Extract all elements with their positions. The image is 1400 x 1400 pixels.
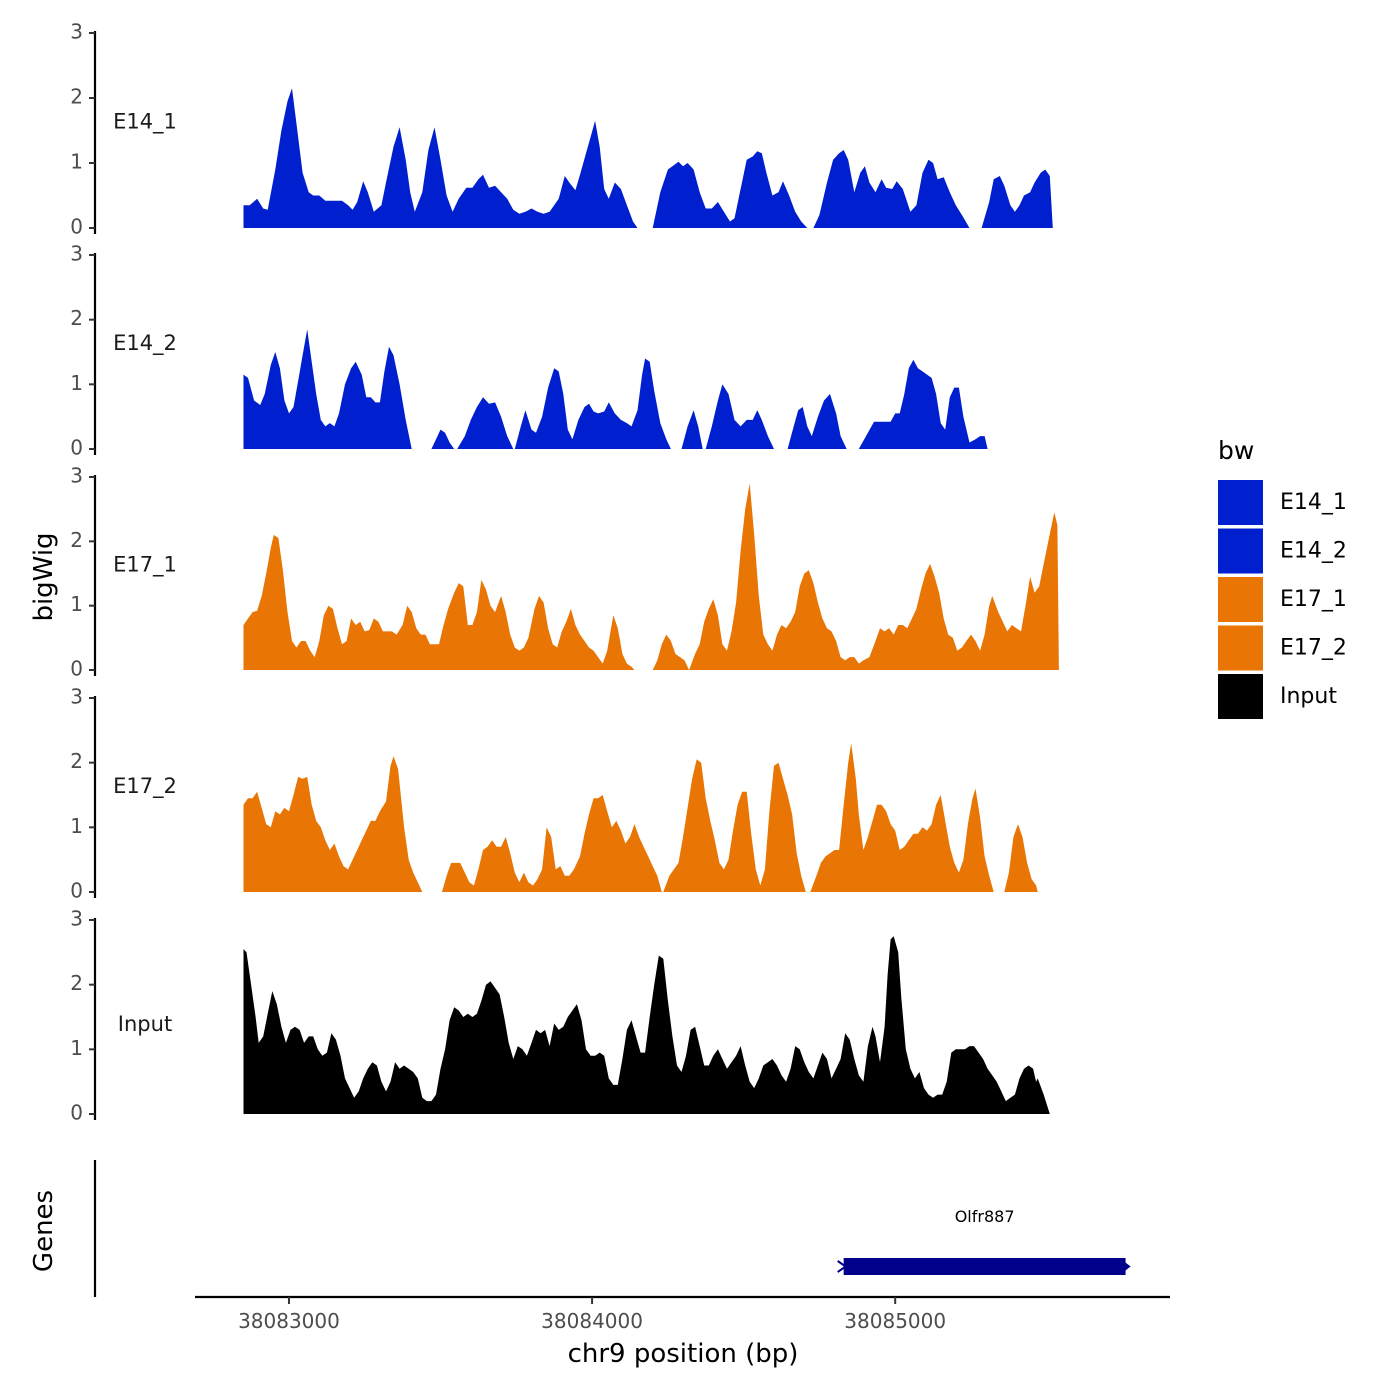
y-tick-label: 0 — [70, 1101, 83, 1125]
gene-body — [843, 1258, 1126, 1275]
y-tick-label: 1 — [70, 814, 83, 838]
strand-arrow-icon — [837, 1260, 848, 1273]
y-tick-label: 0 — [70, 215, 83, 239]
track-Input: Input — [118, 936, 1050, 1114]
legend-swatch — [1218, 480, 1263, 525]
legend-entry-E17_1: E17_1 — [1218, 577, 1347, 622]
area-E17_2-segment-4 — [810, 743, 994, 892]
y-tick-label: 2 — [70, 971, 83, 995]
area-E14_2-segment-5 — [681, 410, 703, 449]
area-E14_1-segment-3 — [813, 150, 970, 228]
genes-axis-title: Genes — [29, 1190, 59, 1272]
y-tick-label: 3 — [70, 242, 83, 266]
track-label-E14_2: E14_2 — [113, 331, 177, 356]
x-tick-label: 38084000 — [541, 1309, 643, 1333]
area-E14_2-segment-6 — [705, 384, 774, 449]
area-E17_2-segment-2 — [442, 795, 662, 892]
y-tick-label: 3 — [70, 464, 83, 488]
area-E14_1-segment-4 — [981, 169, 1053, 228]
y-tick-label: 2 — [70, 749, 83, 773]
area-E14_2-segment-8 — [858, 359, 988, 449]
area-E14_1-segment-1 — [243, 88, 638, 228]
legend-entry-Input: Input — [1218, 674, 1337, 719]
legend-swatch — [1218, 625, 1263, 671]
area-E14_2-segment-2 — [431, 429, 455, 449]
legend-entry-E14_1: E14_1 — [1218, 480, 1347, 525]
area-E17_1-segment-2 — [652, 483, 1059, 670]
y-tick-label: 0 — [70, 657, 83, 681]
y-tick-label: 0 — [70, 879, 83, 903]
area-Input-segment-1 — [243, 936, 1050, 1114]
legend-title: bw — [1218, 436, 1254, 465]
y-tick-label: 1 — [70, 150, 83, 174]
legend-swatch — [1218, 528, 1263, 574]
y-tick-label: 3 — [70, 685, 83, 709]
track-E17_2: E17_2 — [113, 743, 1038, 892]
y-tick-label: 2 — [70, 85, 83, 109]
y-tick-label: 2 — [70, 306, 83, 330]
area-E14_2-segment-4 — [514, 358, 671, 449]
track-label-E17_1: E17_1 — [113, 553, 177, 578]
x-tick-label: 38085000 — [844, 1309, 946, 1333]
y-tick-label: 1 — [70, 592, 83, 616]
track-E17_1: E17_1 — [113, 483, 1059, 670]
area-E14_2-segment-7 — [787, 394, 847, 449]
legend: bw E14_1 E14_2 E17_1 E17_2 Input — [1218, 436, 1347, 719]
track-E14_1: E14_1 — [113, 88, 1053, 228]
bigwig-tracks: E14_1 E14_2 E17_1 E17_2 Input — [113, 88, 1059, 1114]
y-tick-label: 3 — [70, 20, 83, 44]
y-axis-E14_1: 0 1 2 3 — [70, 20, 97, 239]
legend-entry-E14_2: E14_2 — [1218, 528, 1347, 574]
area-E17_1-segment-1 — [243, 534, 635, 670]
area-E17_2-segment-3 — [663, 759, 806, 892]
legend-label: E17_2 — [1280, 636, 1347, 661]
legend-swatch — [1218, 674, 1263, 719]
track-E14_2: E14_2 — [113, 329, 988, 449]
x-axis-title: chr9 position (bp) — [568, 1339, 799, 1369]
y-tick-label: 1 — [70, 371, 83, 395]
legend-entry-E17_2: E17_2 — [1218, 625, 1347, 671]
legend-label: E14_2 — [1280, 539, 1347, 564]
y-axis-E17_2: 0 1 2 3 — [70, 685, 97, 903]
gene-end-cap-icon — [1123, 1261, 1131, 1272]
gene-track: Olfr887 — [93, 1160, 1131, 1297]
y-tick-label: 3 — [70, 907, 83, 931]
y-axes: 0 1 2 3 0 1 2 3 0 1 2 3 0 1 2 3 0 1 2 3 — [70, 20, 97, 1125]
y-axis-E17_1: 0 1 2 3 — [70, 464, 97, 681]
y-axis-Input: 0 1 2 3 — [70, 907, 97, 1125]
track-label-Input: Input — [118, 1012, 172, 1036]
y-tick-label: 1 — [70, 1036, 83, 1060]
area-E14_2-segment-1 — [243, 329, 412, 449]
gene-label: Olfr887 — [955, 1207, 1015, 1226]
area-E17_2-segment-1 — [243, 756, 423, 892]
x-axis: 38083000 38084000 38085000 — [195, 1295, 1170, 1333]
track-label-E17_2: E17_2 — [113, 774, 177, 799]
area-E14_2-segment-3 — [457, 397, 514, 449]
legend-label: E17_1 — [1280, 587, 1347, 612]
area-E14_1-segment-2 — [652, 151, 808, 228]
y-tick-label: 2 — [70, 528, 83, 552]
y-axis-E14_2: 0 1 2 3 — [70, 242, 97, 460]
area-E17_2-segment-5 — [1004, 824, 1038, 892]
legend-label: Input — [1280, 684, 1337, 709]
y-tick-label: 0 — [70, 436, 83, 460]
y-axis-title: bigWig — [29, 532, 59, 621]
track-label-E14_1: E14_1 — [113, 110, 177, 135]
legend-label: E14_1 — [1280, 490, 1347, 515]
legend-swatch — [1218, 577, 1263, 622]
x-tick-label: 38083000 — [238, 1309, 340, 1333]
gene-Olfr887: Olfr887 — [837, 1207, 1131, 1275]
